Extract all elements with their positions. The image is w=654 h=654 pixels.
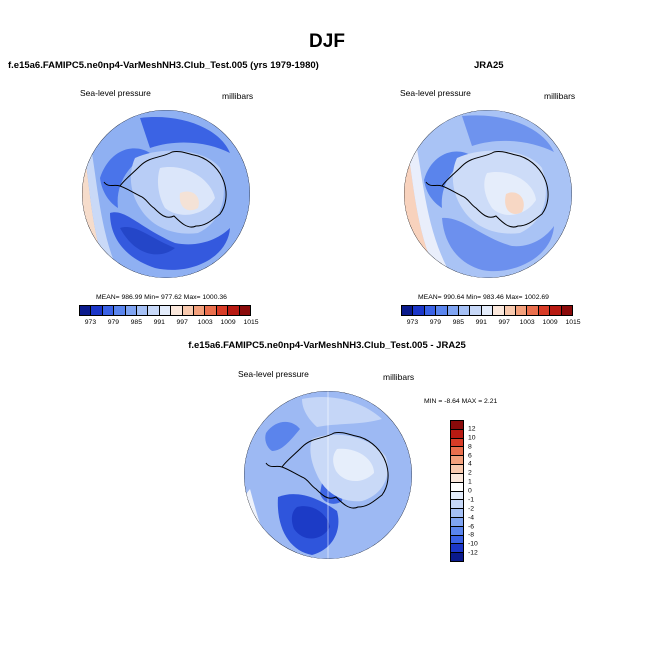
panel-1-colorbar-swatch [194,306,206,315]
panel-2-colorbar-tick-label: 1009 [542,319,558,326]
panel-3-colorbar-tick-label: -4 [468,514,475,522]
panel-3-colorbar-swatch [451,438,463,448]
panel-1-colorbar-swatch [239,306,251,315]
panel-1-title: f.e15a6.FAMIPC5.ne0np4-VarMeshNH3.Club_T… [8,60,319,71]
panel-1-stats: MEAN= 986.99 Min= 977.62 Max= 1000.36 [96,294,227,301]
panel-2-colorbar-tick-label: 985 [452,319,464,326]
panel-3-stats: MIN = -8.64 MAX = 2.21 [424,398,498,405]
panel-2-colorbar-swatch [424,306,437,315]
panel-2-stats: MEAN= 990.64 Min= 983.46 Max= 1002.69 [418,294,549,301]
panel-3-colorbar-tick-label: 12 [468,425,476,433]
panel-3-colorbar-tick-label: 0 [468,487,472,495]
panel-3-colorbar-tick-label: 8 [468,443,472,451]
panel-2-variable-label: Sea-level pressure [400,88,471,98]
panel-3-colorbar-tick-label: -1 [468,496,475,504]
panel-3-colorbar-swatch [451,517,463,527]
panel-1-colorbar-tick-label: 1009 [220,319,236,326]
panel-2-colorbar-tick-label: 991 [475,319,487,326]
panel-3-colorbar-swatch [451,526,463,536]
panel-3-colorbar-swatch [451,421,463,430]
panel-3-colorbar-swatch [451,509,463,518]
panel-3-variable-label: Sea-level pressure [238,369,309,379]
panel-1-colorbar [79,305,251,316]
panel-1-colorbar-swatch [91,306,103,315]
panel-3-colorbar-swatch [451,465,463,474]
panel-1-colorbar-swatch [171,306,183,315]
panel-2-colorbar-swatch [538,306,551,315]
panel-3-colorbar-tick-label: 1 [468,478,472,486]
panel-1-colorbar-tick-label: 973 [84,319,97,326]
panel-3-title: f.e15a6.FAMIPC5.ne0np4-VarMeshNH3.Club_T… [188,340,466,351]
panel-1-colorbar-swatch [80,306,92,315]
panel-2-colorbar-swatch [413,306,425,315]
panel-2-title: JRA25 [474,60,504,71]
panel-1-colorbar-tick-label: 997 [176,319,188,326]
panel-1-polar-map [82,110,250,278]
panel-3-colorbar-swatch [451,535,463,545]
panel-3-colorbar-tick-label: -6 [468,523,475,530]
panel-1-colorbar-tick-label: 991 [153,319,165,326]
panel-3-colorbar-tick-label: 2 [468,469,472,477]
panel-3-colorbar-tick-label: 10 [468,434,476,442]
panel-1-units-label: millibars [222,91,254,101]
panel-2-colorbar-swatch [550,306,562,315]
panel-2-colorbar-swatch [527,306,539,315]
panel-2-colorbar-swatch [436,306,448,315]
panel-2-colorbar-swatch [516,306,528,315]
panel-2-colorbar-tick-label: 997 [498,319,510,326]
panel-1-colorbar-swatch [125,306,138,315]
panel-1-colorbar-swatch [148,306,160,315]
panel-2-units-label: millibars [544,91,576,101]
panel-2-colorbar-swatch [481,306,494,315]
panel-3-colorbar-tick-label: -10 [468,540,478,548]
panel-3-colorbar-tick-label: 4 [468,460,472,468]
panel-1-colorbar-swatch [182,306,195,315]
panel-3-colorbar-tick-label: -8 [468,531,475,539]
panel-3-colorbar-swatch [451,544,463,554]
panel-1-colorbar-tick-label: 979 [107,319,120,326]
panel-3-colorbar-tick-label: -2 [468,505,475,513]
panel-3-colorbar-tick-label: -12 [468,549,478,557]
panel-3-colorbar-tick-label: 6 [468,452,472,459]
panel-3-colorbar-swatch [451,447,463,457]
panel-2-colorbar-tick-label: 1015 [565,319,581,326]
panel-2-colorbar-swatch [447,306,460,315]
panel-2-colorbar-swatch [402,306,414,315]
panel-1-colorbar-tick-label: 985 [130,319,142,326]
panel-1-colorbar-swatch [137,306,149,315]
panel-1-colorbar-swatch [102,306,115,315]
panel-1-colorbar-tick-label: 1015 [243,319,259,326]
panel-1-variable-label: Sea-level pressure [80,88,151,98]
panel-3-colorbar-swatch [451,491,463,501]
panel-3-colorbar-swatch [451,553,463,561]
panel-3-colorbar-swatch [451,482,463,492]
panel-1-colorbar-swatch [228,306,240,315]
panel-3-units-label: millibars [383,372,415,382]
panel-2-colorbar-tick-label: 1003 [519,319,535,326]
panel-3-colorbar-swatch [451,456,463,466]
page-title: DJF [309,31,345,52]
panel-3-colorbar-swatch [451,429,463,439]
panel-2-polar-map [404,110,572,278]
panel-1-colorbar-swatch [205,306,217,315]
panel-3-polar-map [244,391,412,559]
panel-2-colorbar-swatch [470,306,482,315]
panel-1-colorbar-swatch [114,306,126,315]
panel-2-colorbar-tick-label: 979 [429,319,442,326]
panel-2-colorbar-tick-label: 973 [406,319,419,326]
panel-2-colorbar-swatch [561,306,573,315]
panel-2-colorbar-swatch [459,306,471,315]
panel-3-colorbar-swatch [451,473,463,483]
panel-3-colorbar-swatch [451,500,463,510]
panel-2-colorbar [401,305,573,316]
panel-1-colorbar-swatch [216,306,229,315]
panel-3-colorbar [450,420,464,562]
panel-1-colorbar-swatch [159,306,172,315]
panel-1-colorbar-tick-label: 1003 [197,319,213,326]
panel-2-colorbar-swatch [504,306,517,315]
panel-2-colorbar-swatch [493,306,505,315]
